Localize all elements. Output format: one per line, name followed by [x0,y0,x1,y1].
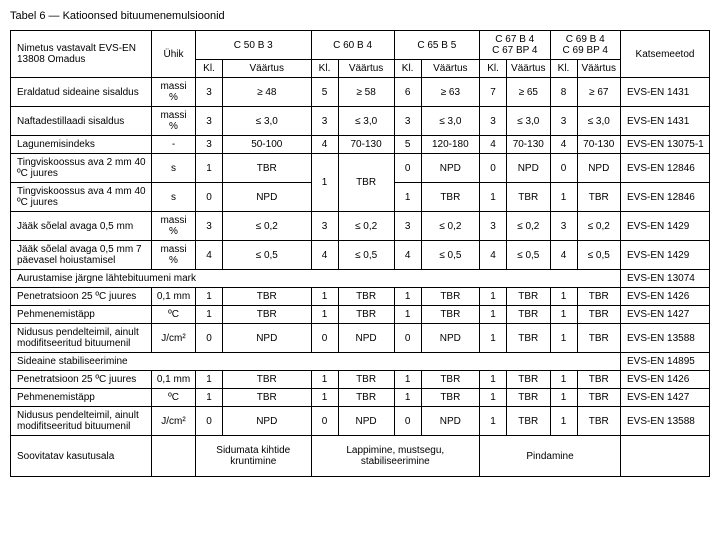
table-row: Jääk sõelal avaga 0,5 mmmassi %3≤ 0,23≤ … [11,212,710,241]
table-row: Penetratsioon 25 ºC juures0,1 mm1TBR1TBR… [11,288,710,306]
hdr-unit: Ühik [152,31,196,78]
section-row: Aurustamise järgne lähtebituumeni markEV… [11,270,710,288]
hdr-kl: Kl. [311,60,338,78]
hdr-c2: C 60 B 4 [311,31,394,60]
hdr-val: Väärtus [338,60,394,78]
table-row: PehmenemistäppºC1TBR1TBR1TBR1TBR1TBREVS-… [11,389,710,407]
hdr-val: Väärtus [577,60,621,78]
table-row: Lagunemisindeks-350-100470-1305120-18047… [11,136,710,154]
hdr-val: Väärtus [507,60,550,78]
table-row: Nidusus pendelteimil, ainult modifitseer… [11,407,710,436]
hdr-kl: Kl. [196,60,223,78]
hdr-val: Väärtus [421,60,479,78]
hdr-kl: Kl. [550,60,577,78]
hdr-kl: Kl. [480,60,507,78]
table-row: PehmenemistäppºC1TBR1TBR1TBR1TBR1TBREVS-… [11,306,710,324]
hdr-c3: C 65 B 5 [394,31,479,60]
hdr-method: Katsemeetod [621,31,710,78]
table-title: Tabel 6 — Katioonsed bituumenemulsioonid [10,10,710,22]
section-row: Sideaine stabiliseerimineEVS-EN 14895 [11,353,710,371]
hdr-name: Nimetus vastavalt EVS-EN 13808 Omadus [11,31,152,78]
hdr-val: Väärtus [223,60,312,78]
data-table: Nimetus vastavalt EVS-EN 13808 Omadus Üh… [10,30,710,477]
table-row: Naftadestillaadi sisaldusmassi %3≤ 3,03≤… [11,107,710,136]
hdr-c1: C 50 B 3 [196,31,312,60]
hdr-c4: C 67 B 4C 67 BP 4 [480,31,550,60]
table-row: Nidusus pendelteimil, ainult modifitseer… [11,324,710,353]
footer-row: Soovitatav kasutusala Sidumata kihtide k… [11,436,710,477]
table-row: Jääk sõelal avaga 0,5 mm 7 päevasel hoiu… [11,241,710,270]
table-row: Tingviskoossus ava 2 mm 40 ºC juuress1TB… [11,154,710,183]
table-row: Penetratsioon 25 ºC juures0,1 mm1TBR1TBR… [11,371,710,389]
hdr-c5: C 69 B 4C 69 BP 4 [550,31,621,60]
table-row: Eraldatud sideaine sisaldusmassi %3≥ 485… [11,78,710,107]
hdr-kl: Kl. [394,60,421,78]
